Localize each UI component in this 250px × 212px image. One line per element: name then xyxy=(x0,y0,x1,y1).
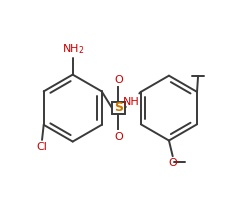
Text: NH: NH xyxy=(123,97,140,107)
Text: S: S xyxy=(114,101,123,114)
Text: O: O xyxy=(114,75,123,85)
Text: O: O xyxy=(114,131,123,142)
Text: Cl: Cl xyxy=(36,142,48,152)
Text: O: O xyxy=(168,158,177,168)
Text: NH$_2$: NH$_2$ xyxy=(62,42,85,56)
FancyBboxPatch shape xyxy=(112,102,124,114)
